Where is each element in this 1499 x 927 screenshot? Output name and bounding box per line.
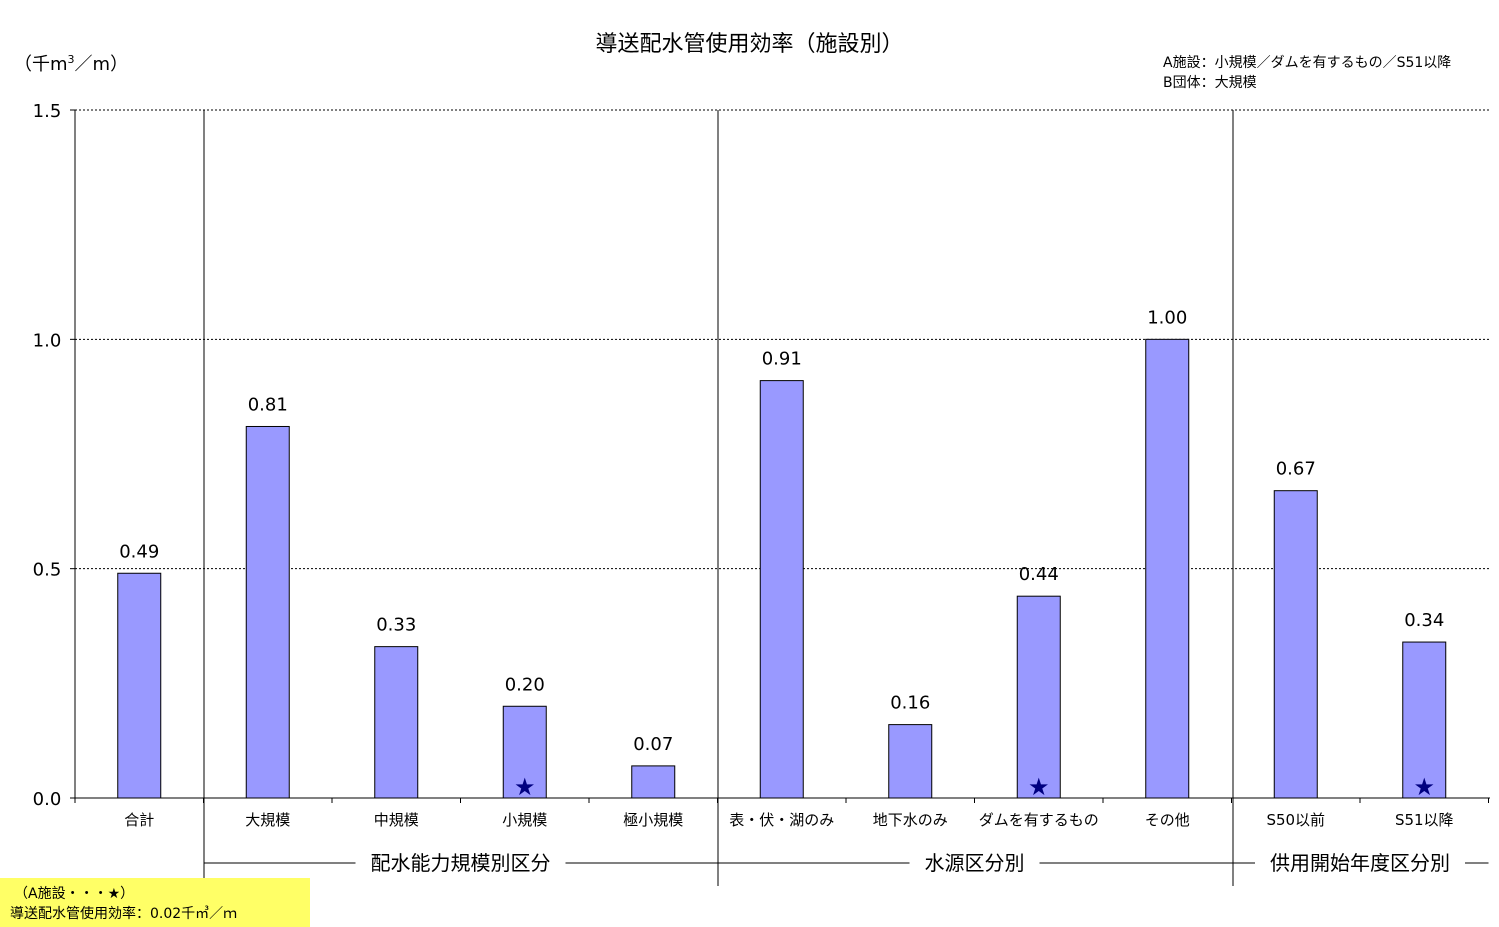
category-label: 地下水のみ: [873, 811, 948, 829]
bar: [1402, 641, 1447, 799]
y-unit-tail: ／m）: [74, 54, 129, 75]
y-tick-label: 1.0: [33, 330, 62, 351]
star-marker: ★: [1028, 773, 1050, 801]
y-unit-sup: 3: [67, 53, 75, 66]
y-tick-label: 1.5: [33, 101, 62, 122]
bar: [1273, 490, 1318, 799]
value-label: 0.67: [1276, 459, 1316, 480]
y-unit-main: （千m: [14, 54, 68, 75]
bar: [1016, 595, 1061, 799]
group-label: 供用開始年度区分別: [1270, 851, 1450, 875]
legend: A施設：小規模／ダムを有するもの／S51以降 B団体：大規模: [1163, 53, 1451, 93]
category-label: その他: [1145, 811, 1190, 829]
bar: [245, 425, 290, 799]
y-tick-label: 0.5: [33, 560, 62, 581]
y-axis-unit: （千m3／m）: [14, 50, 128, 76]
star-marker: ★: [514, 773, 536, 801]
y-tick-label: 0.0: [33, 789, 62, 810]
bar: [1145, 338, 1190, 799]
legend-line-b: B団体：大規模: [1163, 75, 1257, 91]
category-label: 極小規模: [623, 811, 683, 829]
note-line-1: （A施設・・・★）: [14, 886, 135, 902]
category-label: 中規模: [374, 811, 419, 829]
value-label: 1.00: [1147, 307, 1187, 328]
group-label: 水源区分別: [925, 851, 1025, 875]
value-label: 0.34: [1404, 610, 1444, 631]
category-label: S50以前: [1266, 811, 1325, 829]
bar: [374, 646, 419, 799]
category-label: S51以降: [1395, 811, 1454, 829]
bar: [888, 724, 933, 799]
category-label: 大規模: [245, 811, 290, 829]
note-line-2: 導送配水管使用効率：0.02千㎥／ｍ: [10, 906, 238, 922]
value-label: 0.44: [1019, 564, 1059, 585]
category-label: 合計: [124, 811, 154, 829]
bar: [502, 705, 547, 799]
legend-line-a: A施設：小規模／ダムを有するもの／S51以降: [1163, 55, 1452, 71]
value-label: 0.81: [248, 394, 288, 415]
value-label: 0.16: [890, 693, 930, 714]
note-box: （A施設・・・★） 導送配水管使用効率：0.02千㎥／ｍ: [0, 878, 310, 927]
value-label: 0.49: [119, 541, 159, 562]
category-label: 小規模: [502, 811, 547, 829]
group-label: 配水能力規模別区分: [371, 851, 551, 875]
category-label: 表・伏・湖のみ: [729, 811, 834, 829]
bar: [117, 572, 162, 799]
value-label: 0.91: [762, 349, 802, 370]
bar: [631, 765, 676, 799]
star-marker: ★: [1413, 773, 1435, 801]
chart-title: 導送配水管使用効率（施設別）: [595, 32, 904, 57]
value-label: 0.07: [633, 734, 673, 755]
category-label: ダムを有するもの: [979, 811, 1099, 829]
bar: [759, 380, 804, 799]
value-label: 0.33: [376, 615, 416, 636]
value-label: 0.20: [505, 674, 545, 695]
